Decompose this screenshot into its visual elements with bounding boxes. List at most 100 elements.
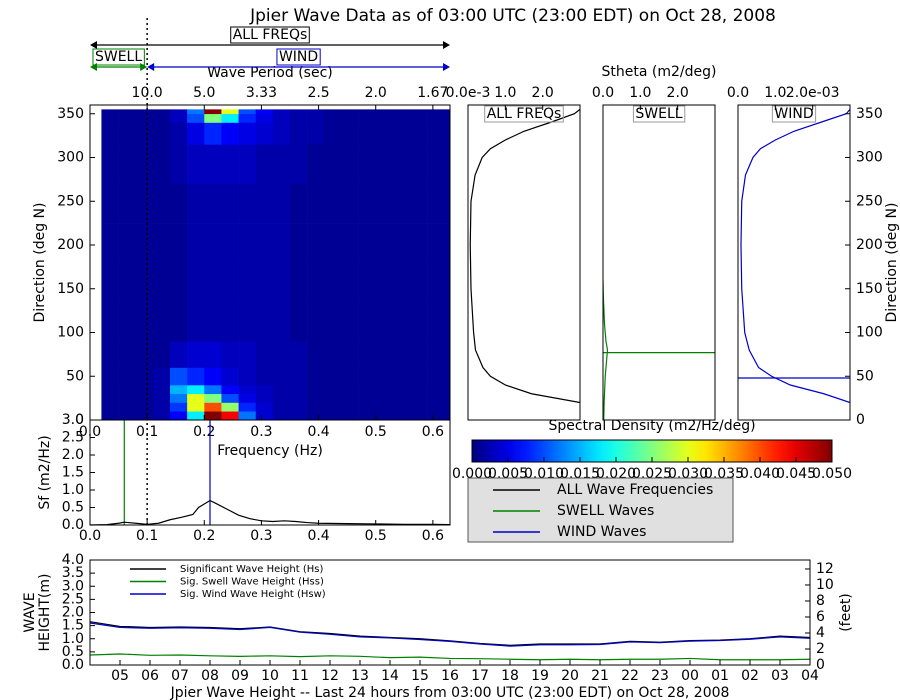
- y-tick-label: 0.5: [62, 644, 84, 660]
- band-label: ALL FREQs: [233, 27, 308, 43]
- heatmap-cell: [238, 144, 257, 185]
- heatmap-cell: [272, 341, 291, 368]
- x-tick-label: 11: [291, 668, 309, 684]
- y-tick-label: 250: [57, 193, 84, 209]
- heatmap-cell: [170, 122, 188, 145]
- heatmap-cell: [238, 393, 257, 403]
- heatmap-cell: [221, 301, 239, 342]
- heatmap-cell: [135, 122, 154, 145]
- heatmap-cell: [118, 411, 137, 420]
- y2-tick-label: 4: [816, 625, 825, 641]
- heatmap-cell: [152, 402, 171, 412]
- heatmap-cell: [358, 402, 377, 412]
- heatmap-cell: [410, 223, 428, 263]
- y-tick-label: 350: [856, 106, 883, 122]
- heatmap-cell: [135, 113, 154, 123]
- heatmap-cell: [204, 385, 222, 395]
- band-label-box: [230, 26, 310, 44]
- heatmap-cell: [392, 183, 411, 224]
- heatmap-cell: [187, 144, 205, 185]
- x-axis-label: Frequency (Hz): [217, 443, 323, 459]
- heatmap-cell: [290, 223, 308, 263]
- heatmap-cell: [221, 262, 239, 303]
- heatmap-cell: [272, 262, 291, 303]
- panel-title-box: [771, 105, 817, 123]
- x-tick-label: 1.0: [629, 85, 651, 101]
- y-tick-label: 300: [856, 150, 883, 166]
- heatmap-cell: [341, 223, 359, 263]
- y-tick-label: 1.0: [62, 482, 84, 498]
- heatmap-cell: [375, 367, 394, 386]
- y-axis-label: Direction (deg N): [32, 203, 48, 323]
- heatmap-cell: [290, 144, 308, 185]
- heatmap-cell: [427, 113, 450, 123]
- heatmap-cell: [221, 402, 239, 412]
- x-tick-label: 10: [261, 668, 279, 684]
- heatmap-cell: [307, 262, 325, 303]
- heatmap-cell: [290, 301, 308, 342]
- heatmap-cell: [101, 183, 119, 224]
- heatmap-cell: [255, 109, 274, 115]
- heatmap-cell: [170, 301, 188, 342]
- x-tick-label: 09: [231, 668, 249, 684]
- heatmap-cell: [410, 367, 428, 386]
- x-tick-label: 0.0: [79, 528, 101, 544]
- heatmap-cell: [101, 262, 119, 303]
- heatmap-cell: [238, 367, 257, 386]
- heatmap-cell: [101, 113, 119, 123]
- colorbar-tick-label: 0.045: [776, 466, 816, 482]
- y2-tick-label: 2: [816, 641, 825, 657]
- heatmap-cell: [170, 113, 188, 123]
- x-tick-label: 12: [321, 668, 339, 684]
- heatmap-cell: [187, 411, 205, 420]
- heatmap-cell: [221, 367, 239, 386]
- heatmap-cell: [118, 109, 137, 115]
- y2-tick-label: 10: [816, 577, 834, 593]
- heatmap-cell: [307, 367, 325, 386]
- heatmap-cell: [341, 301, 359, 342]
- x-tick-label: 0.3: [250, 424, 272, 440]
- heatmap-cell: [375, 262, 394, 303]
- y-tick-label: 4.0: [62, 552, 84, 568]
- heatmap-cell: [341, 393, 359, 403]
- x-tick-label: 2.0e-03: [786, 85, 840, 101]
- heatmap-cell: [204, 367, 222, 386]
- heatmap-cell: [152, 393, 171, 403]
- heatmap-cell: [307, 109, 325, 115]
- panel-background: [603, 105, 715, 420]
- heatmap-cell: [358, 223, 377, 263]
- heatmap-cell: [118, 385, 137, 395]
- heatmap-cell: [358, 341, 377, 368]
- heatmap-cell: [358, 367, 377, 386]
- heatmap-cell: [204, 411, 222, 420]
- x-tick-label: 19: [531, 668, 549, 684]
- axes-frame: [602, 104, 716, 421]
- heatmap-cell: [255, 393, 274, 403]
- heatmap-cell: [238, 301, 257, 342]
- heatmap-cell: [135, 262, 154, 303]
- y-tick-label: 150: [57, 281, 84, 297]
- heatmap-cell: [135, 402, 154, 412]
- heatmap-cell: [375, 385, 394, 395]
- x-tick-label: 13: [351, 668, 369, 684]
- arrow-head: [90, 41, 97, 49]
- heatmap-cell: [427, 402, 450, 412]
- x-tick-label: 0.0: [592, 85, 614, 101]
- heatmap-cell: [152, 301, 171, 342]
- heatmap-cell: [272, 385, 291, 395]
- heatmap-cell: [324, 301, 342, 342]
- heatmap-cell: [392, 109, 411, 115]
- y-tick-label: 100: [57, 325, 84, 341]
- y-tick-label: 2.5: [62, 430, 84, 446]
- heatmap-cell: [152, 385, 171, 395]
- heatmap-cell: [204, 122, 222, 145]
- heatmap-cell: [238, 341, 257, 368]
- heatmap-cell: [238, 385, 257, 395]
- y-axis-label: WAVE: [22, 592, 38, 632]
- heatmap-cell: [255, 122, 274, 145]
- heatmap-cell: [118, 402, 137, 412]
- y2-tick-label: 0: [816, 657, 825, 673]
- heatmap-cell: [135, 393, 154, 403]
- heatmap-cell: [324, 262, 342, 303]
